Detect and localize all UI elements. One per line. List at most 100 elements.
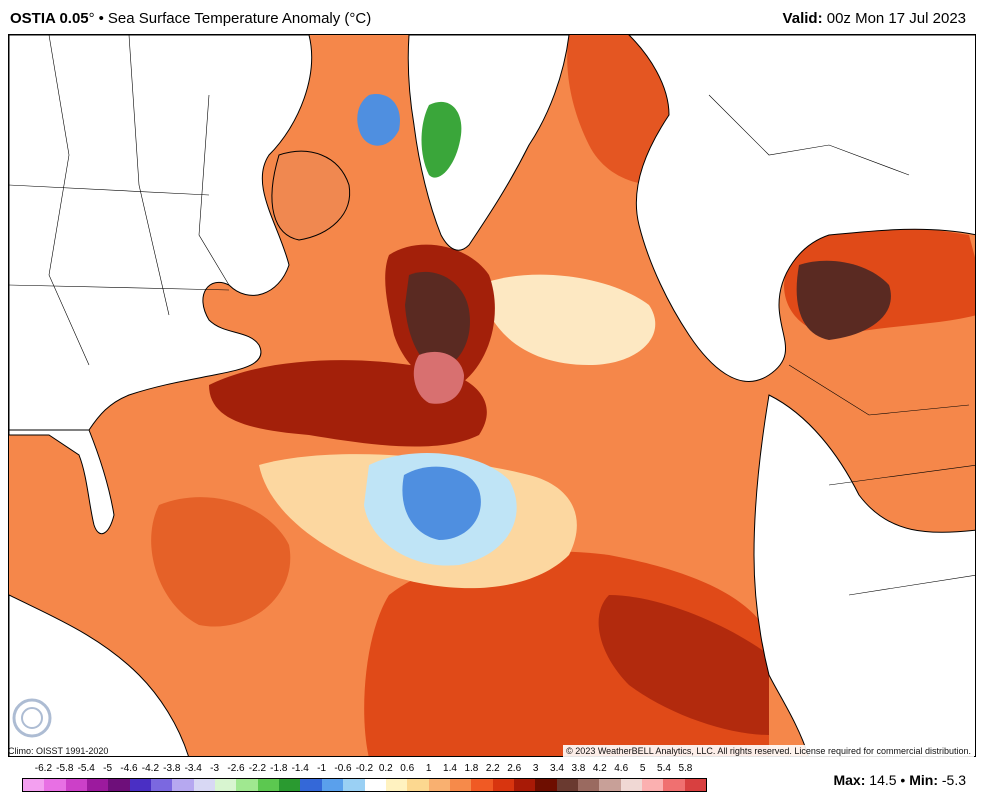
title-separator: •: [98, 10, 104, 27]
florida-peninsula: [9, 429, 115, 535]
grand-banks-extreme: [413, 351, 464, 404]
legend-tick-label: -3.4: [184, 763, 202, 774]
legend-tick-label: -0.6: [334, 763, 352, 774]
legend-swatch: [385, 779, 408, 791]
max-value: 14.5: [869, 772, 897, 788]
legend-swatch: [151, 779, 173, 791]
legend-tick-label: -2.2: [248, 763, 267, 774]
map-title: OSTIA 0.05° • Sea Surface Temperature Anom…: [10, 10, 371, 27]
legend-tick-label: -1.4: [291, 763, 309, 774]
legend-swatch: [23, 779, 45, 791]
legend-swatch: [663, 779, 685, 791]
east-warm-anomaly: [598, 595, 769, 735]
legend-swatch: [172, 779, 194, 791]
valid-time-value: 00z Mon 17 Jul 2023: [826, 10, 966, 27]
arctic-cool-patch: [421, 101, 462, 178]
legend-tick-label: 1.4: [443, 763, 457, 774]
legend-swatch: [193, 779, 216, 791]
greenland: [407, 35, 570, 251]
legend-swatch: [236, 779, 258, 791]
legend-tick-label: 2.2: [485, 763, 500, 774]
legend-tick-label: -6.2: [34, 763, 53, 774]
legend-swatch: [620, 779, 642, 791]
legend-tick-label: 3.4: [550, 763, 564, 774]
header: OSTIA 0.05° • Sea Surface Temperature Anom…: [0, 0, 984, 34]
legend-tick-label: -4.2: [141, 763, 160, 774]
max-label: Max:: [833, 772, 866, 788]
legend-swatch: [641, 779, 664, 791]
legend-tick-label: 0.2: [378, 763, 393, 774]
color-legend: -6.2 -5.8 -5.4 -5 -4.6 -4.2 -3.8 -3.4 -3 -2.6 -2.2…: [10, 763, 710, 797]
legend-tick-label: 4.6: [614, 763, 629, 774]
copyright-notice: © 2023 WeatherBELL Analytics, LLC. All r…: [563, 745, 974, 757]
baltic-extreme-core: [796, 260, 891, 340]
europe-land: [628, 35, 975, 382]
legend-tick-label: -2.6: [227, 763, 245, 774]
legend-swatch: [108, 779, 130, 791]
legend-tick-label: 5: [639, 763, 646, 774]
legend-tick-label: 5.4: [657, 763, 671, 774]
legend-swatch: [300, 779, 322, 791]
legend-swatch: [449, 779, 472, 791]
central-america-land: [9, 594, 189, 756]
legend-tick-label: -5.4: [77, 763, 95, 774]
legend-tick-label: -0.2: [355, 763, 374, 774]
legend-tick-labels: -6.2 -5.8 -5.4 -5 -4.6 -4.2 -3.8 -3.4 -3 -2.6 -2.2…: [10, 763, 710, 777]
legend-tick-label: -3: [210, 763, 220, 774]
legend-swatch: [577, 779, 600, 791]
legend-swatch: [556, 779, 578, 791]
baffin-cool-patch: [357, 94, 400, 146]
legend-tick-label: 1: [425, 763, 432, 774]
degree-symbol: °: [88, 10, 95, 27]
legend-tick-label: -1: [317, 763, 327, 774]
legend-swatch: [684, 779, 706, 791]
legend-swatch: [215, 779, 237, 791]
legend-swatch: [513, 779, 536, 791]
legend-tick-label: -5: [103, 763, 113, 774]
variable-title: Sea Surface Temperature Anomaly (°C): [107, 10, 372, 27]
min-label: Min:: [909, 772, 938, 788]
west-tropical-anomaly: [151, 497, 291, 627]
min-value: -5.3: [941, 772, 966, 788]
legend-swatch: [65, 779, 88, 791]
legend-swatch: [428, 779, 450, 791]
product-name: OSTIA 0.05: [10, 10, 89, 27]
hudson-bay: [271, 150, 351, 241]
valid-label: Valid:: [782, 10, 823, 27]
legend-swatch: [44, 779, 66, 791]
legend-tick-label: 0.6: [400, 763, 415, 774]
legend-tick-label: -4.6: [120, 763, 138, 774]
legend-swatch: [471, 779, 493, 791]
legend-tick-label: 2.6: [507, 763, 522, 774]
weatherbell-swirl-logo-icon: [12, 698, 52, 738]
valid-time: Valid: 00z Mon 17 Jul 2023: [783, 10, 966, 27]
sst-anomaly-map: [8, 34, 976, 757]
legend-swatch: [129, 779, 152, 791]
legend-swatch: [599, 779, 621, 791]
legend-tick-label: 1.8: [464, 763, 479, 774]
legend-tick-label: 3: [532, 763, 539, 774]
legend-tick-label: 3.8: [571, 763, 586, 774]
labrador-extreme-core: [405, 271, 470, 370]
legend-swatch: [321, 779, 344, 791]
legend-tick-label: 4.2: [592, 763, 607, 774]
legend-swatch: [279, 779, 301, 791]
legend-tick-label: -3.8: [163, 763, 181, 774]
weatherbell-logo: [10, 696, 100, 744]
political-borders: [9, 35, 975, 596]
cold-anomaly-core: [402, 466, 481, 540]
central-pale-patch: [479, 274, 656, 365]
max-min-stats: Max: 14.5 • Min: -5.3: [833, 772, 966, 788]
stat-separator: •: [900, 772, 906, 788]
legend-tick-label: 5.8: [678, 763, 693, 774]
legend-swatch: [87, 779, 109, 791]
map-canvas: [9, 35, 975, 756]
legend-swatch: [364, 779, 386, 791]
legend-tick-label: -5.8: [56, 763, 74, 774]
legend-swatch: [492, 779, 514, 791]
africa-land: [753, 394, 975, 756]
legend-swatch: [343, 779, 365, 791]
legend-swatch: [535, 779, 557, 791]
legend-swatch: [407, 779, 429, 791]
legend-tick-label: -1.8: [270, 763, 288, 774]
